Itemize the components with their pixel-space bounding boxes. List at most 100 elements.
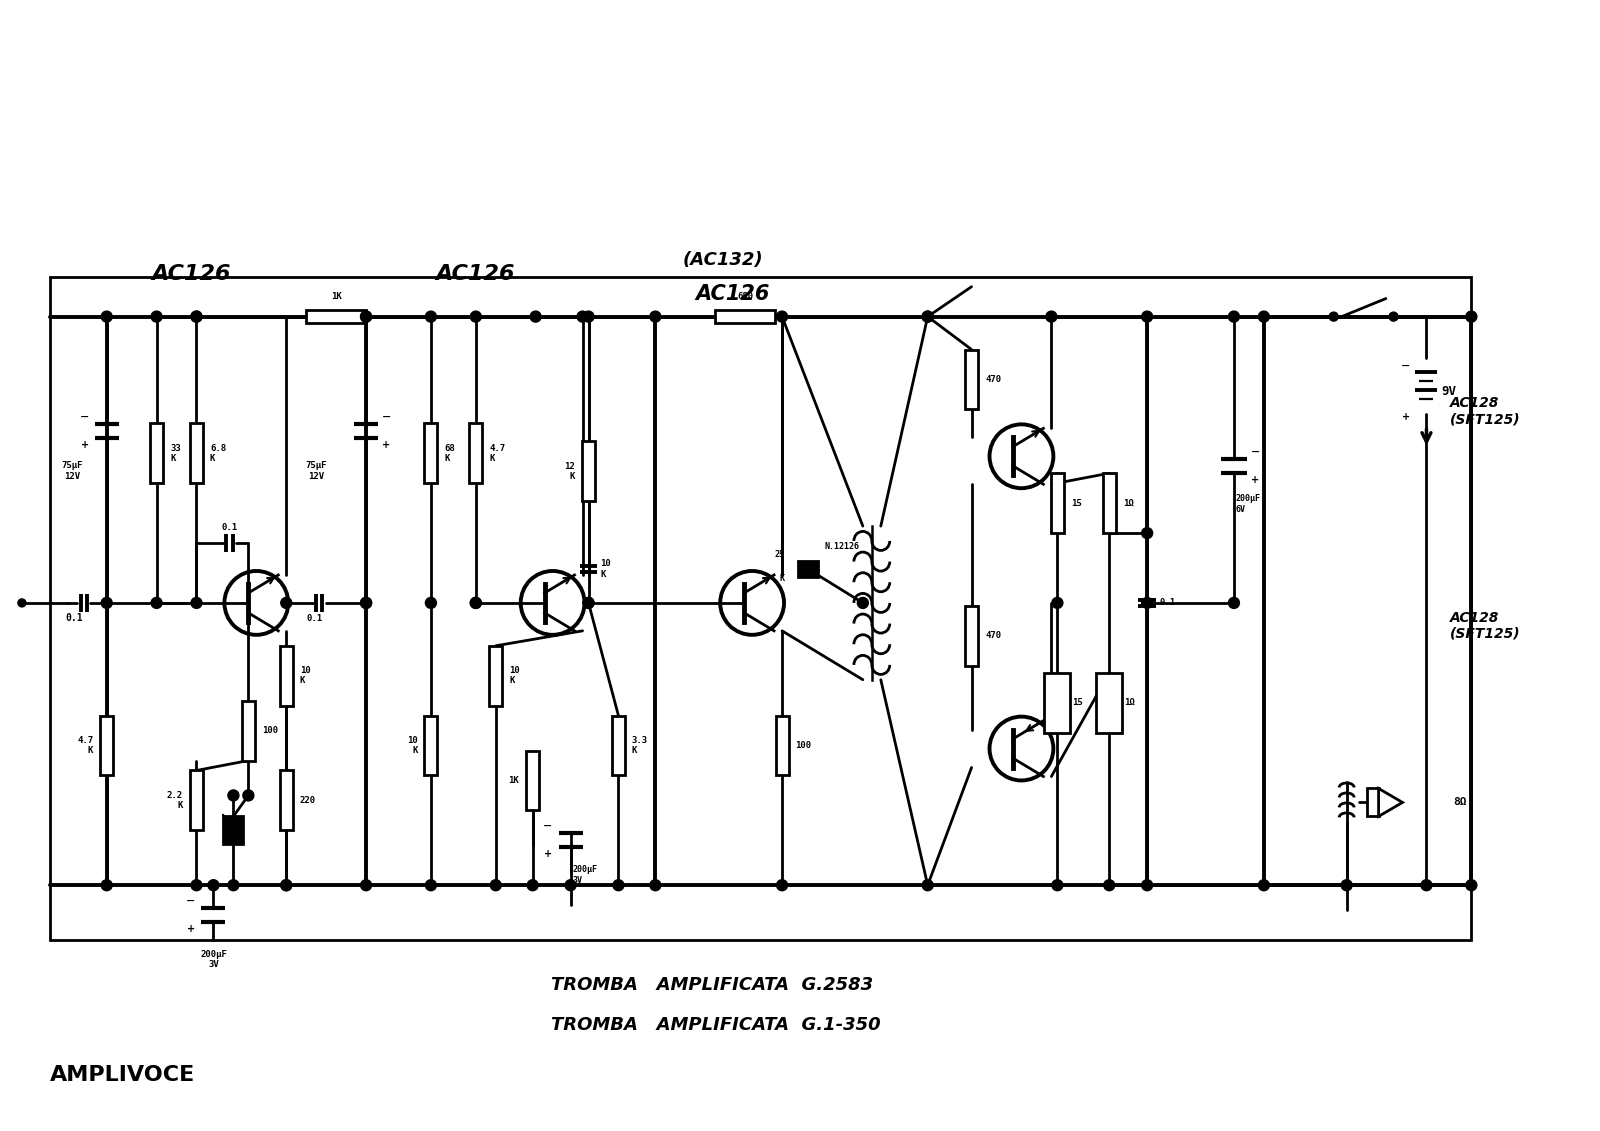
Circle shape — [1229, 597, 1240, 608]
Circle shape — [1142, 597, 1152, 608]
Text: 15: 15 — [1072, 698, 1083, 707]
Circle shape — [243, 789, 254, 801]
Circle shape — [360, 597, 371, 608]
Text: 2.2
K: 2.2 K — [166, 791, 182, 810]
Circle shape — [1330, 312, 1338, 321]
Circle shape — [1389, 312, 1398, 321]
Text: 75μF
12V: 75μF 12V — [306, 461, 326, 481]
Circle shape — [1258, 880, 1269, 891]
Text: AC128
(SFT125): AC128 (SFT125) — [1450, 611, 1522, 641]
Bar — [50, 277, 1472, 940]
Circle shape — [280, 880, 291, 891]
Text: 8Ω: 8Ω — [1453, 797, 1467, 808]
Text: 0.1: 0.1 — [1158, 598, 1176, 607]
Text: 1Ω: 1Ω — [1123, 499, 1133, 508]
Circle shape — [1258, 311, 1269, 322]
Circle shape — [490, 880, 501, 891]
Text: 33
K: 33 K — [170, 443, 181, 463]
Circle shape — [426, 880, 437, 891]
Bar — [190, 423, 203, 483]
Circle shape — [1046, 311, 1058, 322]
Circle shape — [360, 880, 371, 891]
Text: 25: 25 — [774, 550, 784, 559]
Text: 200μF
3V: 200μF 3V — [573, 865, 597, 884]
Text: +: + — [382, 440, 390, 450]
Circle shape — [101, 311, 112, 322]
Text: 1K: 1K — [331, 292, 341, 301]
Bar — [150, 423, 163, 483]
Text: 4.7
K: 4.7 K — [490, 443, 506, 463]
Text: TROMBA   AMPLIFICATA  G.2583: TROMBA AMPLIFICATA G.2583 — [550, 976, 872, 994]
Text: 470: 470 — [986, 375, 1002, 383]
Bar — [490, 646, 502, 706]
Text: −: − — [382, 413, 392, 422]
Text: 6.8
K: 6.8 K — [210, 443, 226, 463]
Circle shape — [190, 880, 202, 891]
Circle shape — [776, 880, 787, 891]
Text: 68
K: 68 K — [445, 443, 454, 463]
Circle shape — [565, 880, 576, 891]
Text: +: + — [80, 440, 88, 450]
Text: 1Ω: 1Ω — [1125, 698, 1134, 707]
Bar — [306, 310, 366, 323]
Text: 680: 680 — [738, 292, 754, 301]
Circle shape — [190, 311, 202, 322]
Bar — [224, 817, 243, 845]
Circle shape — [858, 597, 869, 608]
Text: 0.1: 0.1 — [306, 614, 322, 623]
Circle shape — [922, 880, 933, 891]
Circle shape — [922, 311, 933, 322]
Circle shape — [650, 311, 661, 322]
Text: 0.1: 0.1 — [221, 523, 237, 532]
Circle shape — [470, 311, 482, 322]
Text: 200μF
6V: 200μF 6V — [1235, 494, 1261, 513]
Circle shape — [526, 880, 538, 891]
Circle shape — [150, 597, 162, 608]
Circle shape — [1142, 880, 1152, 891]
Bar — [1096, 673, 1122, 733]
Text: +: + — [1251, 475, 1259, 485]
Bar — [469, 423, 482, 483]
Text: −: − — [1251, 447, 1261, 457]
Text: 10
K: 10 K — [299, 666, 310, 685]
Text: K: K — [779, 573, 784, 582]
Circle shape — [1142, 527, 1152, 538]
Text: +: + — [544, 849, 552, 860]
Text: 10
K: 10 K — [509, 666, 520, 685]
Circle shape — [582, 597, 594, 608]
Bar — [965, 349, 978, 409]
Text: −: − — [80, 413, 88, 422]
Circle shape — [18, 599, 26, 607]
Bar — [424, 716, 437, 776]
Text: +: + — [1402, 413, 1411, 422]
Text: AMPLIVOCE: AMPLIVOCE — [50, 1064, 195, 1085]
Text: 10
K: 10 K — [600, 560, 611, 579]
Circle shape — [578, 311, 589, 322]
Circle shape — [530, 311, 541, 322]
Circle shape — [150, 311, 162, 322]
Bar — [1102, 473, 1115, 533]
Circle shape — [776, 311, 787, 322]
Text: TROMBA   AMPLIFICATA  G.1-350: TROMBA AMPLIFICATA G.1-350 — [550, 1016, 880, 1034]
Circle shape — [426, 311, 437, 322]
Text: AC126: AC126 — [435, 264, 515, 284]
Text: 10
K: 10 K — [406, 736, 418, 756]
Circle shape — [1466, 880, 1477, 891]
Circle shape — [1142, 311, 1152, 322]
Circle shape — [227, 789, 238, 801]
Circle shape — [470, 597, 482, 608]
Bar — [280, 770, 293, 830]
Text: 3.3
K: 3.3 K — [632, 736, 648, 756]
Text: 9V: 9V — [1442, 385, 1456, 398]
Circle shape — [360, 597, 371, 608]
Text: 220: 220 — [299, 796, 315, 805]
Text: 200μF
3V: 200μF 3V — [200, 950, 227, 969]
Circle shape — [1104, 880, 1115, 891]
Text: AC126: AC126 — [696, 284, 770, 303]
Text: N.12126: N.12126 — [826, 542, 859, 551]
Bar — [424, 423, 437, 483]
Bar — [798, 561, 818, 577]
Text: −: − — [544, 821, 552, 831]
Bar — [965, 606, 978, 666]
Bar — [242, 701, 254, 760]
